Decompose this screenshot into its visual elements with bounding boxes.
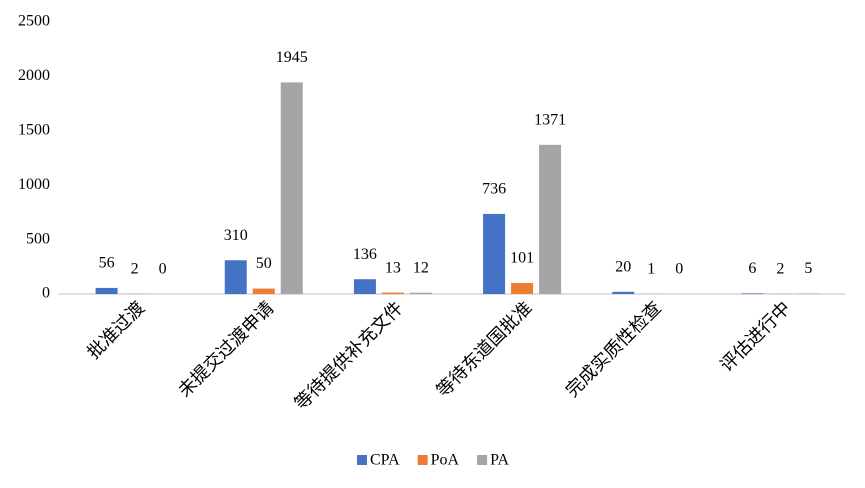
- x-tick-label: 完成实质性检查: [562, 298, 665, 401]
- bar: [797, 293, 820, 294]
- x-tick-label: 评估进行中: [716, 298, 794, 376]
- x-tick-label: 等待提供补充文件: [291, 298, 407, 414]
- bar: [252, 288, 275, 294]
- data-label: 2: [131, 260, 139, 277]
- data-label: 1945: [276, 49, 308, 66]
- y-tick-label: 2500: [18, 13, 50, 30]
- data-label: 20: [615, 258, 631, 275]
- x-tick-label: 未提交过渡申请: [174, 298, 277, 401]
- data-label: 12: [413, 259, 429, 276]
- legend-swatch: [477, 455, 488, 465]
- bar: [409, 292, 432, 294]
- bar: [381, 292, 404, 294]
- data-label: 56: [99, 255, 115, 272]
- bar: [483, 213, 506, 294]
- legend-label: CPA: [370, 452, 400, 469]
- y-tick-label: 500: [26, 230, 50, 247]
- data-label: 136: [353, 246, 377, 263]
- bar: [539, 144, 562, 294]
- bar: [224, 260, 247, 294]
- data-label: 13: [385, 259, 401, 276]
- data-label: 50: [256, 255, 272, 272]
- legend-swatch: [417, 455, 428, 465]
- bar: [741, 293, 764, 294]
- data-label: 736: [482, 181, 506, 198]
- x-tick-label: 批准过渡: [83, 298, 148, 363]
- x-tick-label: 等待东道国批准: [433, 298, 536, 401]
- data-label: 5: [804, 260, 812, 277]
- data-label: 1371: [534, 112, 566, 129]
- legend-swatch: [357, 455, 367, 465]
- bar: [612, 291, 635, 294]
- legend-label: PA: [490, 452, 509, 469]
- data-label: 6: [748, 260, 756, 277]
- data-label: 1: [647, 261, 655, 278]
- data-label: 0: [159, 261, 167, 278]
- y-tick-label: 2000: [18, 67, 50, 84]
- data-label: 0: [675, 261, 683, 278]
- bar: [511, 283, 534, 294]
- bar: [353, 279, 376, 294]
- bar: [95, 287, 118, 294]
- y-tick-label: 0: [42, 285, 50, 302]
- data-label: 2: [776, 260, 784, 277]
- data-label: 310: [224, 227, 248, 244]
- legend-label: PoA: [431, 452, 460, 469]
- y-tick-label: 1500: [18, 121, 50, 138]
- y-tick-label: 1000: [18, 176, 50, 193]
- bar: [280, 82, 303, 294]
- data-label: 101: [510, 250, 534, 267]
